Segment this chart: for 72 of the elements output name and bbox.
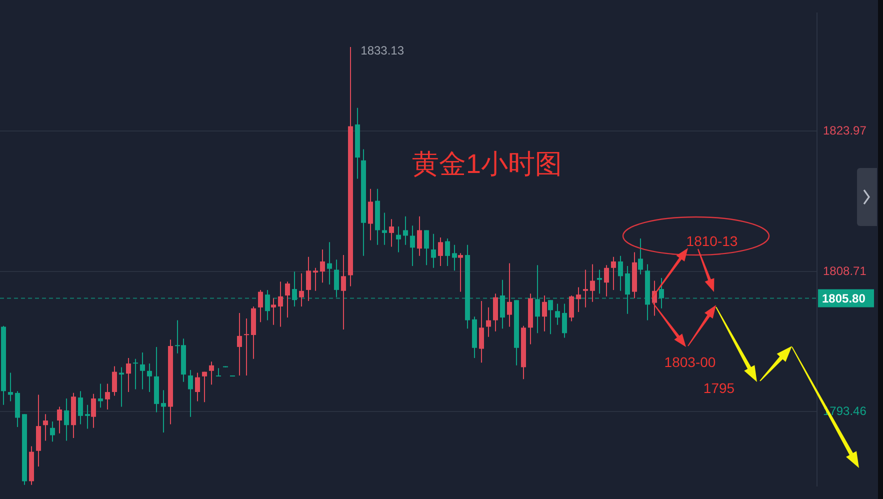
candlestick: [431, 233, 436, 268]
candlestick: [327, 242, 332, 285]
candlestick: [299, 272, 304, 308]
candlestick: [147, 363, 152, 393]
candlestick: [611, 256, 616, 290]
candlestick: [403, 216, 408, 246]
candlestick: [237, 312, 242, 376]
candlestick: [258, 289, 263, 323]
candlestick: [8, 372, 13, 402]
candlestick: [202, 371, 207, 403]
candlestick: [590, 264, 595, 302]
candlestick: [188, 369, 193, 418]
candlestick: [285, 281, 290, 318]
candlestick: [57, 406, 62, 434]
candlestick: [195, 372, 200, 402]
candlestick: [64, 398, 69, 442]
candlestick: [583, 269, 588, 308]
candlestick: [486, 306, 491, 338]
candlestick: [112, 366, 117, 396]
candlestick: [271, 298, 276, 326]
candlestick: [320, 249, 325, 284]
candlestick: [161, 390, 166, 433]
candlestick: [140, 352, 145, 390]
candlestick: [638, 238, 643, 275]
candlestick: [341, 254, 346, 330]
candlestick: [313, 267, 318, 292]
candlestick: [98, 383, 103, 408]
candlestick: [493, 293, 498, 332]
candlestick: [389, 218, 394, 248]
ref-line-label: 1805.80: [822, 292, 866, 306]
candlestick: [445, 238, 450, 267]
candlestick: [119, 366, 124, 408]
candlestick: [569, 294, 574, 322]
text: 黄金1小时图: [412, 148, 562, 180]
candlestick: [438, 237, 443, 267]
candlestick: [216, 368, 221, 377]
candlestick: [382, 212, 387, 246]
annotation: 1803-00: [664, 354, 716, 370]
y-tick-label: 1823.97: [823, 123, 867, 138]
candlestick: [479, 300, 484, 364]
candlestick: [452, 244, 457, 272]
candlestick: [306, 256, 311, 302]
candlestick: [576, 286, 581, 313]
candlestick: [410, 225, 415, 267]
annotation: 1795: [703, 380, 735, 396]
candlestick: [507, 262, 512, 328]
candlestick: [105, 383, 110, 410]
candlestick: [126, 357, 131, 393]
candlestick: [43, 414, 48, 442]
candlestick: [424, 230, 429, 266]
candlestick: [209, 361, 214, 386]
candlestick: [50, 420, 55, 442]
candlestick: [244, 318, 249, 376]
candlestick: [78, 390, 83, 425]
candlestick: [597, 269, 602, 294]
candlestick: [618, 255, 623, 292]
candlestick: [133, 358, 138, 390]
y-tick-label: 1808.71: [823, 264, 867, 278]
candlestick: [85, 404, 90, 430]
candlestick: [604, 264, 609, 297]
candlestick: [368, 188, 373, 241]
candlestick: [555, 303, 560, 326]
candlestick: [458, 252, 463, 292]
candlestick: [562, 303, 567, 338]
annotation: 1833.13: [360, 43, 404, 58]
candlestick: [91, 393, 96, 428]
candlestick: [265, 289, 270, 321]
candlestick: [278, 281, 283, 328]
annotation: 1810-13: [686, 233, 738, 249]
candlestick: [396, 226, 401, 253]
candlestick: [417, 216, 422, 256]
candlestick: [542, 294, 547, 332]
